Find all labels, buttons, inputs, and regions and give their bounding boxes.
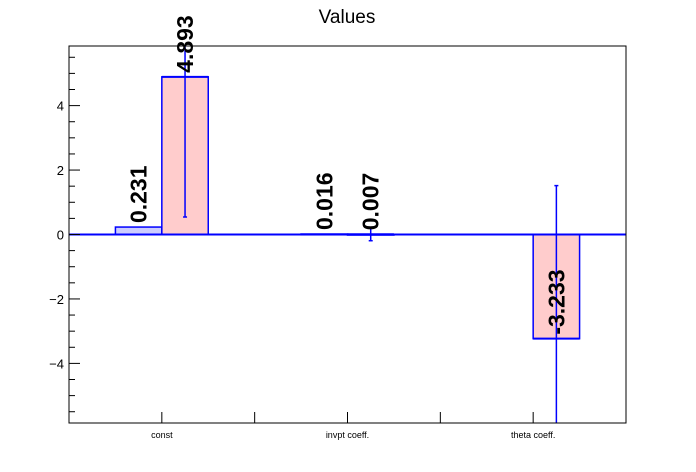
data-label: 0.016 bbox=[311, 172, 337, 230]
x-category-label: const bbox=[151, 430, 173, 440]
data-label: 0.007 bbox=[358, 173, 384, 231]
data-label: 4.893 bbox=[172, 15, 198, 73]
bar bbox=[114, 226, 163, 236]
y-tick-label: 0 bbox=[57, 228, 64, 243]
y-tick-label: 4 bbox=[57, 99, 64, 114]
data-label: -3.233 bbox=[543, 269, 569, 334]
data-label: 0.231 bbox=[126, 165, 152, 223]
data-labels-layer: 0.231 0.016 4.893 0.007 -3.233 bbox=[126, 15, 570, 334]
x-axis: const invpt coeff. theta coeff. bbox=[151, 412, 555, 440]
chart-title: Values bbox=[319, 7, 376, 28]
y-tick-label: 2 bbox=[57, 163, 64, 178]
y-tick-label: −2 bbox=[49, 292, 64, 307]
x-category-label: invpt coeff. bbox=[326, 430, 369, 440]
x-category-label: theta coeff. bbox=[511, 430, 555, 440]
y-axis: −4 −2 0 2 4 bbox=[49, 56, 80, 413]
y-tick-label: −4 bbox=[49, 356, 64, 371]
